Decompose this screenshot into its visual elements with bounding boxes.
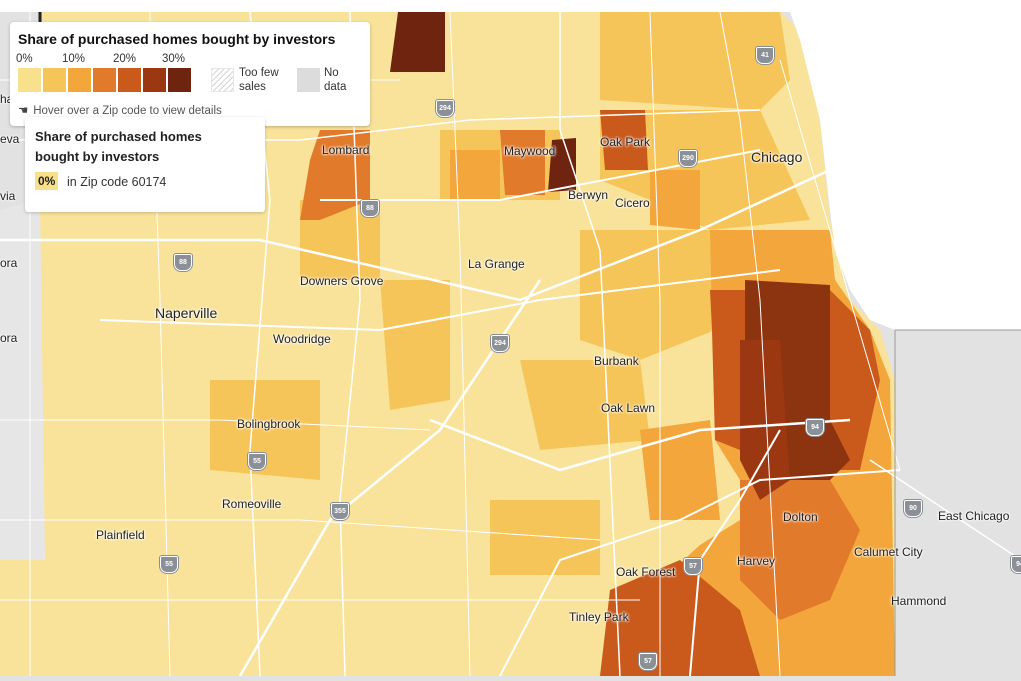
zip-tooltip: Share of purchased homes bought by inves…: [25, 117, 265, 212]
legend-title: Share of purchased homes bought by inves…: [18, 31, 336, 47]
legend-swatch: [68, 68, 91, 92]
place-label-edge: eva: [0, 132, 20, 146]
highway-shield-icon: 94: [806, 419, 824, 436]
place-label-lombard: Lombard: [322, 143, 370, 157]
highway-shield-icon: 57: [639, 653, 657, 670]
place-label-oak-lawn: Oak Lawn: [601, 401, 656, 415]
legend-panel: Share of purchased homes bought by inves…: [10, 22, 370, 126]
highway-shield-icon: 290: [679, 150, 697, 167]
hover-hint: ☚ Hover over a Zip code to view details: [18, 103, 222, 117]
tooltip-title: Share of purchased homes bought by inves…: [35, 129, 202, 164]
legend-swatch: [18, 68, 41, 92]
legend-too-few-sales-label: Too few sales: [239, 67, 279, 93]
place-label-berwyn: Berwyn: [568, 188, 609, 202]
tooltip-value-badge: 0%: [35, 172, 59, 190]
legend-swatch: [168, 68, 191, 92]
legend-swatch: [118, 68, 141, 92]
hover-hint-text: Hover over a Zip code to view details: [33, 105, 222, 117]
legend-tick: 20%: [113, 53, 137, 65]
highway-shield-icon: 55: [160, 556, 178, 573]
place-label-chicago: Chicago: [751, 149, 803, 165]
highway-shield-icon: 57: [684, 558, 702, 575]
place-label-edge: ora: [0, 331, 18, 345]
place-label-downers-grove: Downers Grove: [300, 274, 384, 288]
place-label-plainfield: Plainfield: [96, 528, 145, 542]
legend-tick: 10%: [62, 53, 86, 65]
legend-tick: 30%: [162, 53, 186, 65]
place-label-calumet-city: Calumet City: [854, 545, 923, 559]
highway-shield-icon: 294: [436, 100, 454, 117]
place-label-la-grange: La Grange: [468, 257, 525, 271]
place-label-dolton: Dolton: [783, 510, 818, 524]
place-label-naperville: Naperville: [155, 305, 218, 321]
place-label-oak-forest: Oak Forest: [616, 565, 676, 579]
place-label-oak-park: Oak Park: [600, 135, 651, 149]
highway-shield-icon: 55: [248, 453, 266, 470]
place-label-hammond: Hammond: [891, 594, 947, 608]
place-label-harvey: Harvey: [737, 554, 776, 568]
highway-shield-icon: 94: [1011, 556, 1021, 573]
legend-no-data-label: No data: [324, 67, 347, 93]
legend-too-few-sales-swatch: [211, 68, 234, 92]
place-label-east-chicago: East Chicago: [938, 509, 1010, 523]
highway-shield-icon: 88: [174, 254, 192, 271]
highway-shield-icon: 41: [756, 47, 774, 64]
place-label-tinley-park: Tinley Park: [569, 610, 629, 624]
legend-swatch: [143, 68, 166, 92]
highway-shield-icon: 88: [361, 200, 379, 217]
place-label-cicero: Cicero: [615, 196, 650, 210]
place-label-bolingbrook: Bolingbrook: [237, 417, 301, 431]
legend-no-data-swatch: [297, 68, 320, 92]
place-label-edge: via: [0, 189, 16, 203]
place-label-romeoville: Romeoville: [222, 497, 282, 511]
highway-shield-icon: 294: [491, 335, 509, 352]
legend-tick: 0%: [16, 53, 33, 65]
highway-shield-icon: 355: [331, 503, 349, 520]
highway-shield-icon: 90: [904, 500, 922, 517]
place-label-edge: ora: [0, 256, 18, 270]
tooltip-zip-text: in Zip code 60174: [67, 175, 167, 189]
place-label-maywood: Maywood: [504, 144, 556, 158]
place-label-woodridge: Woodridge: [273, 332, 331, 346]
legend-swatch: [93, 68, 116, 92]
pointer-hand-icon: ☚: [18, 105, 29, 117]
legend-swatch: [43, 68, 66, 92]
place-label-burbank: Burbank: [594, 354, 639, 368]
